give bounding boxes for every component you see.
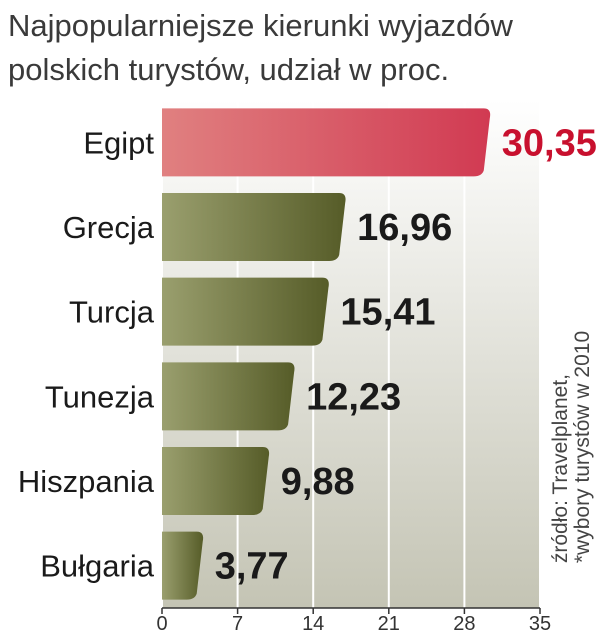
plot-background [162,100,540,608]
value-label: 16,96 [357,207,452,249]
tick-label: 7 [232,613,243,635]
bar-hiszpania [162,447,270,515]
chart-title: Najpopularniejsze kierunki wyjazdów pols… [8,4,588,92]
value-label: 15,41 [340,292,435,334]
tick-label: 0 [156,613,167,635]
bar-tunezja [162,362,295,431]
chart-title-line-2: polskich turystów, udział w proc. [8,52,450,87]
source-note-line-2: *wybory turystów w 2010 [571,330,594,564]
value-label: 12,23 [306,376,401,418]
tick-label: 28 [453,613,475,635]
bar-grecja [162,193,346,261]
value-label: 9,88 [281,461,355,503]
value-label: 3,77 [215,546,289,588]
bar-bułgaria [162,531,204,600]
source-note-line-1: źródło: Travelplanet, [549,374,572,564]
category-label: Bułgaria [40,549,154,584]
bar-turcja [162,277,329,346]
bar-egipt [162,108,491,177]
tick-label: 35 [529,613,551,635]
source-note: źródło: Travelplanet, *wybory turystów w… [548,262,596,632]
tick-label: 21 [378,613,400,635]
category-label: Egipt [83,125,154,160]
value-label: 30,35 [502,122,596,164]
category-label: Turcja [69,295,155,330]
category-label: Tunezja [45,379,155,414]
tick-label: 14 [302,613,324,635]
category-label: Hiszpania [18,464,155,499]
chart-title-line-1: Najpopularniejsze kierunki wyjazdów [8,8,513,43]
category-label: Grecja [63,210,155,245]
